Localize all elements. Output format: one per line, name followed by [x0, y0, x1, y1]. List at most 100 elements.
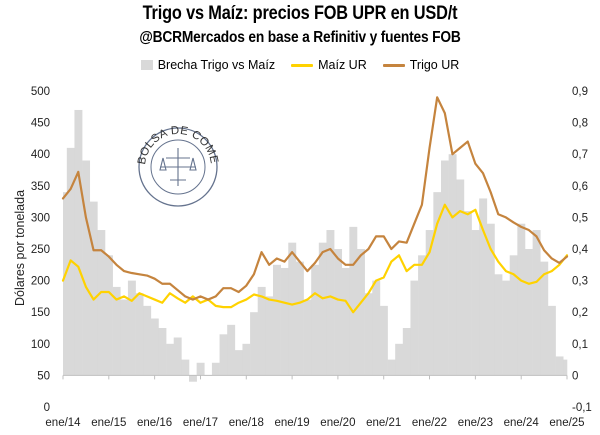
brecha-bar: [242, 343, 251, 376]
x-tick-label: ene/18: [229, 417, 264, 429]
data-point-trigo-ur: [115, 263, 118, 266]
data-point-ma-z-ur: [390, 260, 393, 263]
data-point-ma-z-ur: [222, 306, 225, 309]
y2-tick-label: 0,8: [572, 118, 588, 130]
brecha-bar: [433, 192, 442, 376]
data-point-trigo-ur: [214, 295, 217, 298]
data-point-trigo-ur: [268, 263, 271, 266]
brecha-bar: [379, 305, 388, 376]
data-point-trigo-ur: [184, 295, 187, 298]
x-tick-label: ene/24: [504, 417, 540, 429]
data-point-ma-z-ur: [413, 263, 416, 266]
brecha-bar: [372, 280, 381, 376]
y2-tick-label: 0,5: [572, 212, 588, 224]
watermark-text: BOLSA DE COMERCIO DE ROSARIO: [0, 0, 220, 165]
y-tick-label: 450: [31, 118, 50, 130]
data-point-ma-z-ur: [489, 248, 492, 250]
brecha-bar: [326, 230, 335, 376]
data-point-ma-z-ur: [443, 203, 446, 206]
data-point-ma-z-ur: [253, 293, 255, 296]
data-point-ma-z-ur: [199, 301, 202, 304]
brecha-bar: [74, 109, 83, 376]
y-tick-label: 300: [31, 212, 50, 224]
brecha-bar: [441, 160, 449, 376]
brecha-bar: [257, 286, 266, 376]
data-point-ma-z-ur: [558, 263, 561, 266]
data-point-ma-z-ur: [329, 295, 332, 298]
y2-tick-label: 0,9: [572, 86, 588, 98]
data-point-ma-z-ur: [497, 260, 500, 263]
data-point-trigo-ur: [275, 257, 278, 260]
brecha-bar: [234, 350, 243, 376]
y2-tick-label: 0,4: [572, 244, 589, 256]
data-point-trigo-ur: [512, 221, 515, 224]
brecha-bar: [158, 328, 167, 376]
y2-tick-label: 0: [572, 370, 578, 382]
data-point-ma-z-ur: [237, 301, 240, 304]
data-point-trigo-ur: [199, 295, 202, 298]
brecha-bar: [288, 242, 297, 376]
legend-item-trigo: Trigo UR: [382, 58, 459, 72]
data-point-trigo-ur: [527, 229, 530, 231]
data-point-ma-z-ur: [314, 292, 316, 295]
brecha-bar: [189, 375, 197, 382]
data-point-trigo-ur: [176, 289, 179, 291]
svg-text:BOLSA DE COMERCIO DE ROSARIO: BOLSA DE COMERCIO DE ROSARIO: [0, 0, 220, 165]
data-point-trigo-ur: [436, 96, 439, 99]
data-point-ma-z-ur: [459, 210, 461, 212]
data-point-trigo-ur: [352, 263, 355, 266]
data-point-ma-z-ur: [130, 299, 133, 302]
data-point-ma-z-ur: [268, 298, 271, 301]
data-point-trigo-ur: [92, 249, 95, 252]
brecha-bar: [334, 249, 343, 376]
legend-swatch-trigo: [382, 63, 405, 67]
data-point-trigo-ur: [85, 216, 87, 219]
data-point-trigo-ur: [191, 298, 194, 301]
data-point-ma-z-ur: [275, 299, 278, 302]
brecha-bar: [349, 226, 358, 376]
brecha-bar: [173, 337, 182, 376]
data-point-trigo-ur: [482, 172, 484, 175]
y2-tick-label: 0,1: [572, 339, 588, 351]
data-point-ma-z-ur: [184, 301, 187, 304]
data-point-trigo-ur: [207, 298, 209, 301]
brecha-bar: [555, 356, 564, 376]
brecha-bar: [387, 359, 396, 376]
data-point-trigo-ur: [329, 248, 332, 250]
data-point-ma-z-ur: [69, 259, 72, 262]
data-point-ma-z-ur: [176, 297, 179, 300]
y-axis-left: 0 50 100 150 200 250 300 350 400 450 500: [31, 86, 50, 414]
data-point-trigo-ur: [459, 146, 461, 149]
x-tick-label: ene/17: [183, 417, 218, 429]
brecha-bar: [357, 249, 365, 376]
brecha-bar: [135, 293, 144, 376]
data-point-ma-z-ur: [405, 270, 408, 273]
x-tick-label: ene/25: [549, 417, 584, 429]
data-point-ma-z-ur: [138, 292, 141, 295]
data-point-trigo-ur: [566, 255, 568, 258]
brecha-bar: [448, 154, 457, 376]
legend-label-maiz: Maíz UR: [318, 58, 367, 72]
data-point-ma-z-ur: [527, 282, 530, 285]
data-point-trigo-ur: [398, 240, 400, 243]
y-tick-label: 150: [31, 307, 50, 319]
brecha-bar: [82, 160, 91, 376]
data-point-trigo-ur: [314, 262, 316, 264]
data-point-ma-z-ur: [77, 265, 80, 268]
data-point-trigo-ur: [222, 287, 225, 290]
data-point-trigo-ur: [535, 235, 538, 238]
y2-tick-label: 0,2: [572, 307, 588, 319]
brecha-bar: [250, 312, 259, 376]
data-point-trigo-ur: [107, 255, 110, 258]
data-point-trigo-ur: [69, 188, 72, 190]
data-point-trigo-ur: [367, 248, 370, 250]
data-point-trigo-ur: [344, 263, 347, 266]
data-point-ma-z-ur: [161, 301, 164, 304]
data-point-trigo-ur: [253, 273, 255, 276]
data-point-ma-z-ur: [85, 286, 87, 288]
data-point-ma-z-ur: [115, 298, 118, 301]
data-point-trigo-ur: [375, 235, 377, 238]
brecha-bar: [410, 280, 419, 376]
data-point-ma-z-ur: [550, 270, 553, 273]
brecha-bar: [479, 198, 488, 376]
